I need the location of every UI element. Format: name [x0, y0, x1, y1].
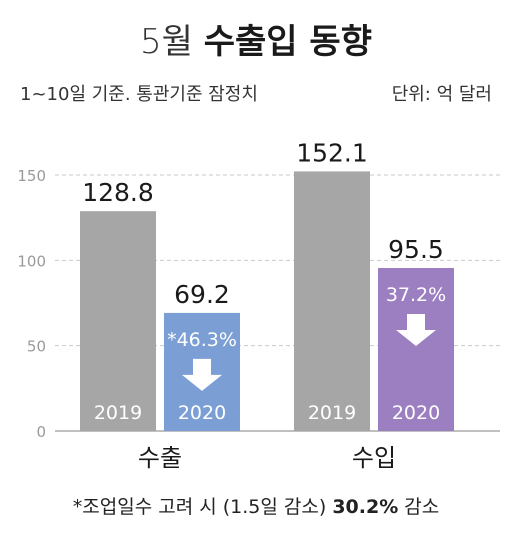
- series-label: 2019: [94, 402, 142, 424]
- series-label: 2019: [308, 402, 356, 424]
- down-arrow-icon: [396, 314, 436, 347]
- y-tick-label: 100: [17, 252, 46, 270]
- footnote-prefix: *조업일수 고려 시 (1.5일 감소): [72, 496, 327, 518]
- category-label: 수입: [352, 444, 396, 472]
- chart-title: 5월 수출입 동향: [0, 14, 512, 63]
- y-tick-label: 0: [36, 423, 46, 441]
- value-label: 128.8: [82, 178, 154, 207]
- bar-1-1: [378, 268, 454, 431]
- title-main: 수출입 동향: [203, 22, 372, 62]
- title-month: 5월: [140, 22, 193, 62]
- y-tick-label: 150: [17, 167, 46, 185]
- y-tick-label: 50: [27, 338, 46, 356]
- footnote-highlight: 30.2%: [332, 496, 399, 518]
- bar-chart: 0 50 100 150 128.8 2019 69.2 2020 *46.3% 수출 152.1…: [17, 138, 500, 472]
- down-arrow-icon: [182, 358, 222, 391]
- change-label: *46.3%: [167, 329, 237, 351]
- value-label: 69.2: [174, 280, 230, 309]
- footnote-suffix: 감소: [404, 496, 440, 518]
- bar-0-0: [80, 211, 156, 431]
- series-label: 2020: [178, 402, 226, 424]
- category-label: 수출: [138, 444, 182, 472]
- bar-1-0: [294, 171, 370, 431]
- change-label: 37.2%: [386, 284, 446, 306]
- footnote: *조업일수 고려 시 (1.5일 감소) 30.2% 감소: [0, 492, 512, 519]
- value-label: 95.5: [388, 235, 444, 264]
- series-label: 2020: [392, 402, 440, 424]
- chart-subtitle: 1~10일 기준. 통관기준 잠정치: [20, 84, 258, 105]
- unit-label: 단위: 억 달러: [391, 84, 492, 105]
- value-label: 152.1: [296, 138, 368, 167]
